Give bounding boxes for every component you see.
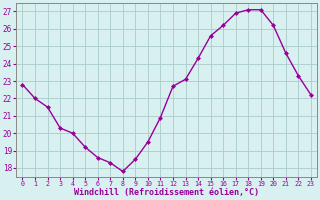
X-axis label: Windchill (Refroidissement éolien,°C): Windchill (Refroidissement éolien,°C) <box>74 188 259 197</box>
